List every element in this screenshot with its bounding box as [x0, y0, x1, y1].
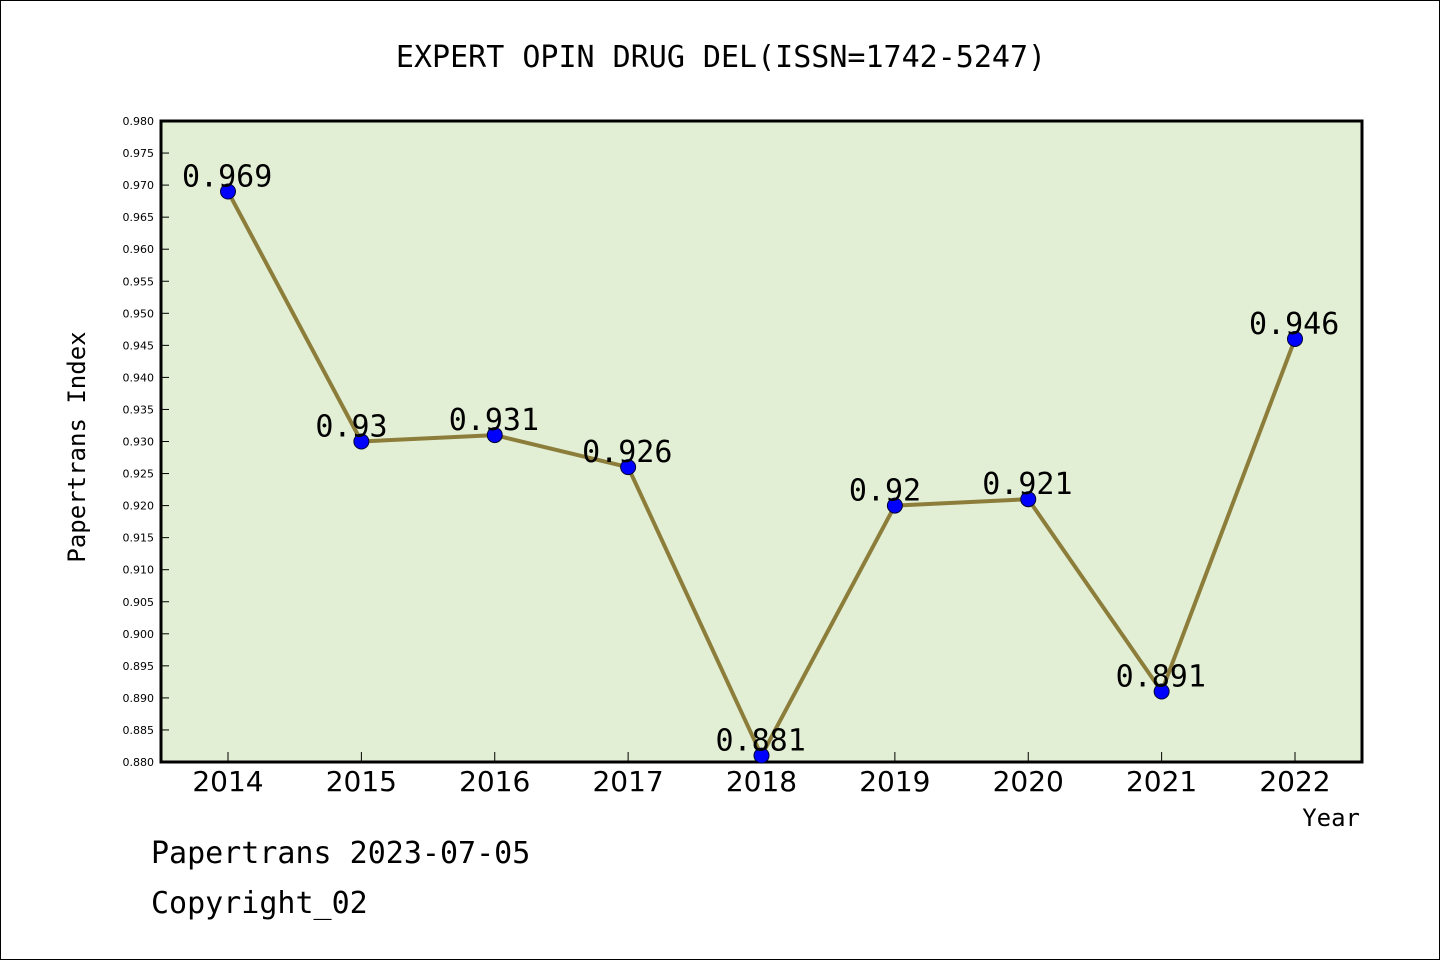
- data-point: [1287, 330, 1303, 347]
- y-tick-label: 0.980: [123, 115, 155, 128]
- y-tick-label: 0.925: [123, 468, 155, 481]
- y-tick-label: 0.905: [123, 596, 155, 609]
- y-tick-label: 0.965: [123, 211, 155, 224]
- x-tick-label: 2019: [859, 765, 930, 798]
- data-point: [1153, 683, 1170, 700]
- data-label: 0.93: [315, 410, 387, 445]
- data-point: [886, 497, 903, 514]
- x-tick-label: 2020: [993, 765, 1064, 798]
- y-tick-label: 0.945: [123, 339, 155, 352]
- data-labels: 0.969 0.93 0.931 0.926 0.881 0.92 0.921 0.891 0.…: [182, 160, 1339, 759]
- data-label: 0.926: [582, 435, 672, 470]
- y-tick-label: 0.960: [123, 243, 155, 256]
- data-label: 0.946: [1249, 307, 1339, 342]
- data-point: [220, 183, 236, 200]
- x-axis: 2014 2015 2016 2017 2018 2019 2020 2021 2022: [192, 752, 1331, 798]
- y-tick-label: 0.930: [123, 436, 155, 449]
- y-tick-label: 0.955: [123, 275, 155, 288]
- x-tick-label: 2018: [726, 765, 797, 798]
- y-tick-label: 0.920: [123, 500, 155, 513]
- data-point: [620, 459, 637, 476]
- footer-date: Papertrans 2023-07-05: [151, 836, 531, 871]
- y-tick-label: 0.890: [123, 692, 155, 705]
- data-point: [486, 427, 503, 444]
- y-tick-label: 0.900: [123, 628, 155, 641]
- footer-copyright: Copyright_02: [151, 886, 368, 921]
- chart-title: EXPERT OPIN DRUG DEL(ISSN=1742-5247): [396, 40, 1046, 75]
- data-label: 0.921: [982, 467, 1072, 502]
- y-tick-label: 0.935: [123, 403, 155, 416]
- data-label: 0.931: [449, 403, 539, 438]
- y-tick-label: 0.910: [123, 564, 155, 577]
- data-label: 0.881: [716, 724, 806, 759]
- y-tick-label: 0.915: [123, 532, 155, 545]
- data-point: [1020, 491, 1037, 508]
- y-axis: 0.880 0.885 0.890 0.895 0.900 0.905 0.910 0.915…: [123, 115, 169, 769]
- y-axis-title: Papertrans Index: [63, 331, 91, 562]
- x-tick-label: 2022: [1259, 765, 1330, 798]
- y-tick-label: 0.970: [123, 179, 155, 192]
- data-points: [220, 183, 1303, 764]
- data-label: 0.92: [849, 474, 921, 509]
- y-tick-label: 0.880: [123, 756, 155, 769]
- y-tick-label: 0.940: [123, 371, 155, 384]
- y-tick-label: 0.895: [123, 660, 155, 673]
- data-label: 0.969: [182, 160, 272, 195]
- x-tick-label: 2017: [592, 765, 663, 798]
- x-tick-label: 2014: [192, 765, 263, 798]
- data-point: [353, 433, 370, 450]
- x-tick-label: 2016: [459, 765, 530, 798]
- y-tick-label: 0.975: [123, 147, 155, 160]
- y-tick-label: 0.950: [123, 307, 155, 320]
- y-tick-label: 0.885: [123, 724, 155, 737]
- data-label: 0.891: [1116, 659, 1206, 694]
- x-tick-label: 2015: [326, 765, 397, 798]
- x-tick-label: 2021: [1126, 765, 1197, 798]
- data-point: [753, 747, 770, 764]
- x-axis-title: Year: [1302, 804, 1360, 832]
